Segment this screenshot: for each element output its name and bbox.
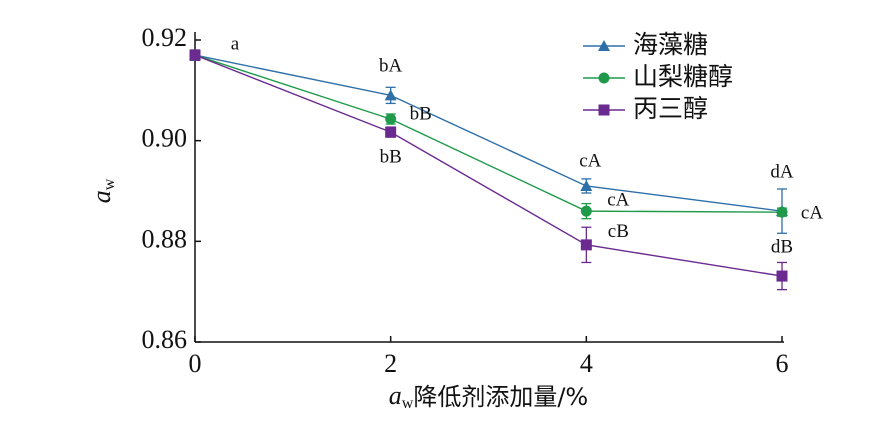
series-line [194, 54, 783, 212]
x-tick-label: 2 [384, 349, 397, 378]
point-label: dB [771, 236, 793, 257]
marker [776, 206, 788, 218]
legend-marker [598, 72, 610, 84]
marker [580, 205, 592, 217]
y-axis-label: aw [87, 178, 118, 203]
legend-label: 山梨糖醇 [633, 62, 733, 91]
marker [776, 270, 788, 282]
point-label: cA [801, 202, 823, 223]
series-line [194, 54, 783, 213]
y-tick-label: 0.86 [142, 325, 188, 354]
point-label: a [231, 33, 240, 54]
point-label: bB [410, 103, 432, 124]
marker [189, 49, 201, 61]
x-tick-label: 6 [776, 349, 789, 378]
x-label-a: a [389, 381, 402, 410]
marker [580, 179, 593, 191]
y-tick-label: 0.90 [142, 124, 188, 153]
x-tick-label: 4 [580, 349, 593, 378]
marker [580, 239, 592, 251]
point-label: bB [380, 146, 402, 167]
x-label-sub: w [402, 395, 414, 412]
y-tick-label: 0.92 [142, 23, 188, 52]
y-label-a: a [87, 190, 116, 203]
y-label-sub: w [101, 178, 118, 190]
point-label: bA [379, 56, 403, 77]
marker [385, 126, 397, 138]
point-label: cA [579, 150, 601, 171]
x-label-rest: 降低剂添加量/% [413, 383, 588, 411]
series-line [194, 54, 783, 277]
x-tick-label: 0 [189, 349, 202, 378]
legend-marker [598, 104, 610, 116]
legend-marker [598, 40, 610, 51]
legend-label: 海藻糖 [633, 30, 708, 59]
x-axis-label: aw降低剂添加量/% [389, 381, 588, 412]
y-tick-label: 0.88 [142, 224, 188, 253]
point-label: dA [770, 161, 794, 182]
marker [384, 89, 397, 101]
legend-label: 丙三醇 [633, 94, 708, 123]
point-label: cA [607, 189, 629, 210]
marker [385, 113, 397, 125]
point-label: cB [608, 221, 629, 242]
